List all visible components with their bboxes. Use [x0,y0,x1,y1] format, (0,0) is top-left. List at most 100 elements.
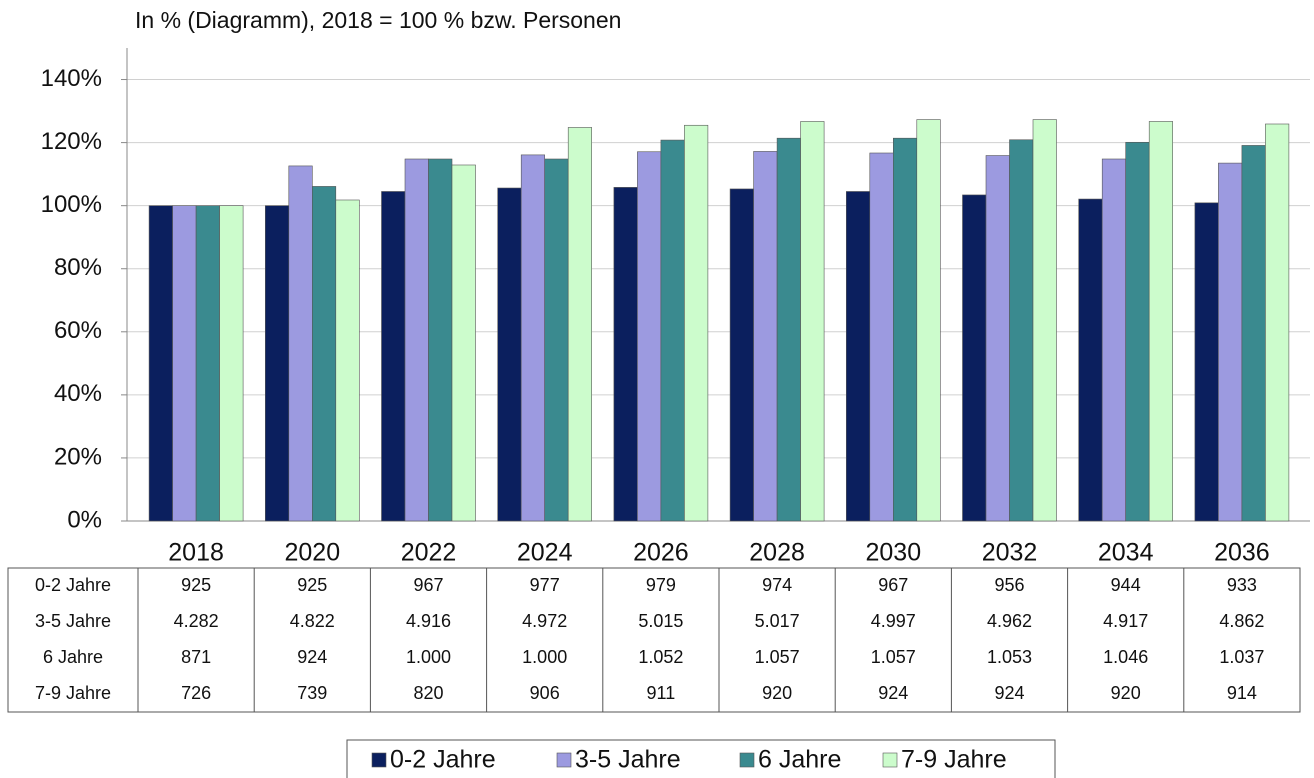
table-cell: 4.916 [406,611,451,631]
table-cell: 925 [181,575,211,595]
bar [544,158,569,522]
table-cell: 1.046 [1103,647,1148,667]
bar [1148,121,1173,522]
x-tick-label: 2026 [633,539,689,567]
bar [637,151,662,522]
y-tick-label: 60% [54,317,102,344]
table-cell: 1.057 [755,647,800,667]
legend-label: 0-2 Jahre [390,746,496,774]
bar [264,205,290,522]
table-cell: 920 [762,683,792,703]
bar [1032,119,1057,522]
table-border [7,567,1301,713]
table-cell: 4.962 [987,611,1032,631]
bar [1218,162,1243,522]
table-cell: 924 [994,683,1024,703]
x-tick-label: 2030 [865,539,921,567]
bar [962,194,987,522]
x-tick-label: 2034 [1098,539,1154,567]
table-cell: 924 [878,683,908,703]
bar [428,158,453,522]
table-cell: 1.037 [1219,647,1264,667]
table-cell: 967 [413,575,443,595]
table-cell: 4.972 [522,611,567,631]
table-row-label: 6 Jahre [43,647,103,667]
table-cell: 4.862 [1219,611,1264,631]
bar [1241,145,1266,522]
bar [1265,123,1290,522]
y-tick-label: 0% [67,506,102,533]
table-cell: 979 [646,575,676,595]
table-cell: 1.000 [522,647,567,667]
bar [1194,202,1219,522]
table-cell: 5.017 [755,611,800,631]
table-cell: 5.015 [638,611,683,631]
bar [520,154,546,522]
bar [567,127,593,522]
bar [1101,158,1126,522]
table-cell: 944 [1111,575,1141,595]
legend-swatch [371,752,387,768]
table-cell: 967 [878,575,908,595]
table-cell: 924 [297,647,327,667]
legend-label: 6 Jahre [758,746,841,774]
bar [381,191,406,522]
bar [776,137,801,522]
x-tick-label: 2036 [1214,539,1270,567]
table-cell: 906 [530,683,560,703]
bar [172,205,197,522]
bar [219,205,244,522]
table-cell: 925 [297,575,327,595]
legend-label: 7-9 Jahre [901,746,1007,774]
bar [729,188,754,522]
x-tick-label: 2018 [168,539,224,567]
table-cell: 1.052 [638,647,683,667]
legend-swatch [882,752,898,768]
bar [1009,139,1034,522]
y-tick-label: 80% [54,254,102,281]
x-tick-label: 2032 [982,539,1038,567]
x-tick-label: 2020 [284,539,340,567]
y-tick-label: 120% [41,128,102,155]
bar [613,187,638,522]
legend-box [346,739,1056,778]
table-cell: 4.822 [290,611,335,631]
legend-swatch [739,752,755,768]
bar [288,165,313,522]
bar [869,152,894,522]
table-cell: 4.917 [1103,611,1148,631]
bar [1125,141,1150,522]
bar [195,205,220,522]
bar [916,119,941,522]
table-cell: 914 [1227,683,1257,703]
table-cell: 977 [530,575,560,595]
chart-title: In % (Diagramm), 2018 = 100 % bzw. Perso… [135,7,621,33]
legend-label: 3-5 Jahre [575,746,681,774]
bar [660,139,685,522]
bar [451,164,476,522]
x-tick-label: 2028 [749,539,805,567]
table-cell: 4.282 [174,611,219,631]
legend-swatch [556,752,572,768]
y-tick-label: 40% [54,380,102,407]
bar [148,205,173,522]
y-tick-label: 140% [41,65,102,92]
bar [1078,198,1103,522]
table-cell: 956 [994,575,1024,595]
bar [684,124,709,522]
table-row-label: 7-9 Jahre [35,683,111,703]
table-cell: 726 [181,683,211,703]
table-cell: 920 [1111,683,1141,703]
table-cell: 820 [413,683,443,703]
x-tick-label: 2022 [401,539,457,567]
bar [845,191,871,522]
y-tick-label: 100% [41,191,102,218]
x-tick-label: 2024 [517,539,573,567]
table-cell: 911 [647,683,676,703]
table-cell: 974 [762,575,792,595]
table-cell: 1.057 [871,647,916,667]
bar [335,199,360,522]
bar [985,155,1010,522]
